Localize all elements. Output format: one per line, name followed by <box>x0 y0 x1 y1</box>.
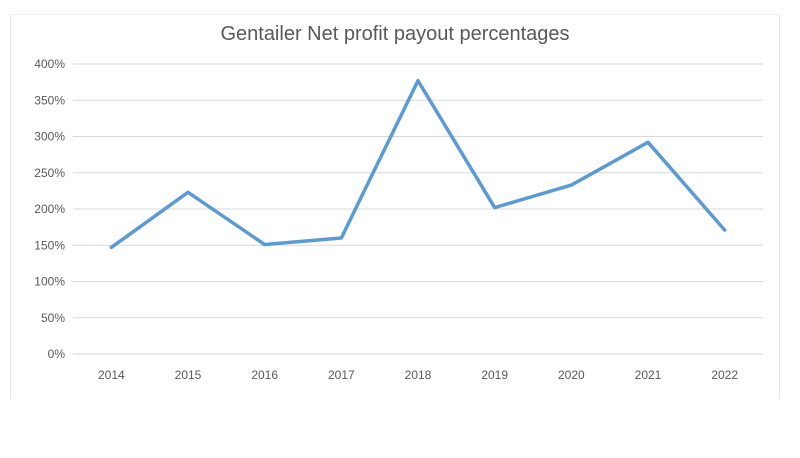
chart-area: Gentailer Net profit payout percentages … <box>10 14 780 399</box>
y-tick-label: 150% <box>34 238 65 252</box>
x-tick-label: 2018 <box>405 368 432 382</box>
data-point <box>493 206 497 210</box>
series-line <box>109 78 727 250</box>
y-tick-label: 200% <box>34 202 65 216</box>
x-tick-label: 2016 <box>251 368 278 382</box>
data-point <box>339 236 343 240</box>
x-tick-label: 2014 <box>98 368 125 382</box>
data-point <box>263 243 267 247</box>
y-tick-label: 100% <box>34 275 65 289</box>
x-tick-label: 2020 <box>558 368 585 382</box>
y-axis-tick-labels: 0% 50% 100% 150% 200% 250% 300% 350% 400% <box>34 57 65 361</box>
x-tick-label: 2015 <box>175 368 202 382</box>
y-tick-label: 50% <box>41 311 65 325</box>
y-tick-label: 0% <box>48 347 66 361</box>
y-tick-label: 250% <box>34 166 65 180</box>
data-point <box>646 140 650 144</box>
y-tick-label: 300% <box>34 130 65 144</box>
x-tick-label: 2021 <box>635 368 662 382</box>
series-layer <box>109 78 727 250</box>
y-tick-label: 350% <box>34 93 65 107</box>
x-tick-label: 2017 <box>328 368 355 382</box>
data-point <box>723 228 727 232</box>
x-axis-tick-labels: 2014 2015 2016 2017 2018 2019 2020 2021 2022 <box>98 368 738 382</box>
data-point <box>109 245 113 249</box>
y-tick-label: 400% <box>34 57 65 71</box>
gridlines <box>73 63 763 355</box>
chart-title: Gentailer Net profit payout percentages <box>220 23 569 45</box>
data-point <box>416 79 420 83</box>
data-point <box>186 190 190 194</box>
x-tick-label: 2019 <box>481 368 508 382</box>
line-chart: Gentailer Net profit payout percentages … <box>34 23 763 382</box>
x-tick-label: 2022 <box>711 368 738 382</box>
data-point <box>569 183 573 187</box>
